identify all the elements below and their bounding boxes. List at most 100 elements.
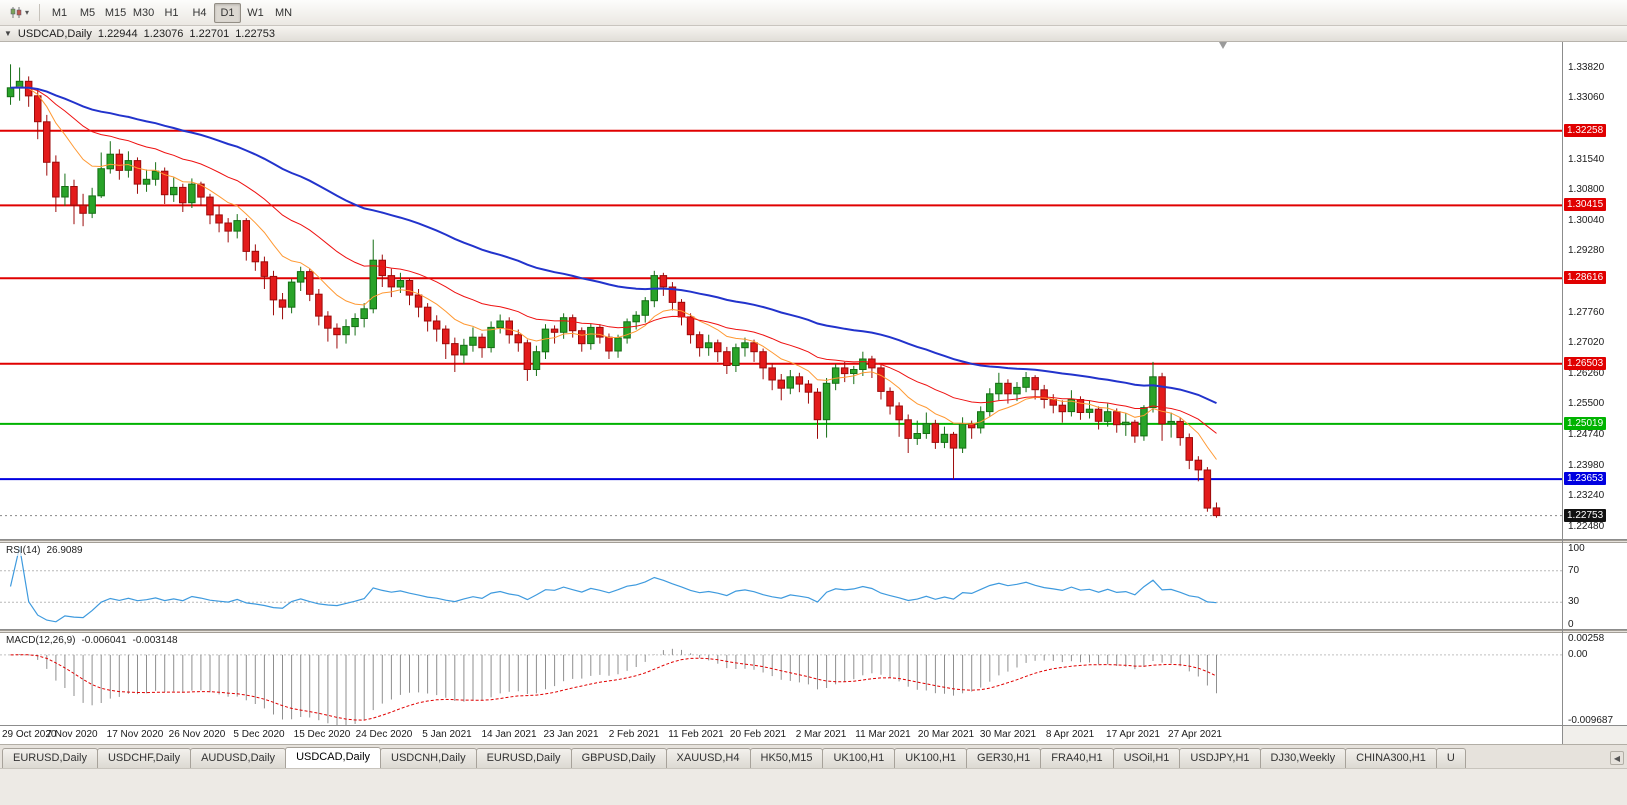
rsi-axis: 100 70 30 0 <box>1563 543 1627 630</box>
rsi-axis-label: 100 <box>1568 543 1585 554</box>
date-axis-label: 2 Feb 2021 <box>608 729 660 740</box>
timeframe-toolbar: ▾ M1 M5 M15 M30 H1 H4 D1 W1 MN <box>0 0 1627 26</box>
date-axis-label: 27 Apr 2021 <box>1168 729 1222 740</box>
date-axis-label: 20 Mar 2021 <box>917 729 975 740</box>
chart-high-value: 1.23076 <box>143 27 184 40</box>
price-axis-label: 1.27020 <box>1568 337 1605 348</box>
chart-tab-u[interactable]: U <box>1435 748 1466 768</box>
price-axis-label: 1.30040 <box>1568 215 1605 226</box>
panel-splitter[interactable] <box>0 540 1627 543</box>
date-axis-label: 30 Mar 2021 <box>979 729 1037 740</box>
chart-tab-usdcnh-daily[interactable]: USDCNH,Daily <box>380 748 477 768</box>
rsi-axis-label: 0 <box>1568 619 1574 630</box>
price-axis-label: 1.33820 <box>1568 62 1605 73</box>
chart-tab-china300-h1[interactable]: CHINA300,H1 <box>1345 748 1437 768</box>
date-axis-label: 11 Mar 2021 <box>855 729 911 740</box>
chart-tab-eurusd-daily[interactable]: EURUSD,Daily <box>475 748 572 768</box>
timeframe-button-h1[interactable]: H1 <box>158 3 185 23</box>
timeframe-button-w1[interactable]: W1 <box>242 3 269 23</box>
price-axis-label: 1.23980 <box>1568 460 1605 471</box>
chart-type-button[interactable]: ▾ <box>5 3 33 22</box>
time-axis[interactable]: 29 Oct 2020 7 Nov 2020 17 Nov 2020 26 Nov 2… <box>0 726 1562 744</box>
price-axis-label: 1.24740 <box>1568 429 1605 440</box>
macd-axis-label: -0.009687 <box>1568 715 1614 726</box>
rsi-value: 26.9089 <box>46 545 83 556</box>
rsi-axis-label: 30 <box>1568 596 1580 607</box>
tab-scroll-left-button[interactable]: ◀ <box>1610 751 1624 765</box>
date-axis-label: 15 Dec 2020 <box>293 729 351 740</box>
chart-window-icon[interactable]: ▼ <box>4 29 12 38</box>
rsi-panel-canvas[interactable]: RSI(14) 26.9089 <box>0 543 1562 630</box>
macd-panel-canvas[interactable]: MACD(12,26,9) -0.006041 -0.003148 <box>0 633 1562 726</box>
macd-indicator-label: MACD(12,26,9) -0.006041 -0.003148 <box>4 635 180 646</box>
timeframe-button-m5[interactable]: M5 <box>74 3 101 23</box>
macd-axis-label: 0.00 <box>1568 649 1588 660</box>
macd-main-value: -0.006041 <box>81 635 127 646</box>
hline-price-badge: 1.26503 <box>1564 357 1607 370</box>
chart-open-value: 1.22944 <box>97 27 138 40</box>
price-axis[interactable]: 1.33820 1.33060 1.31540 1.30800 1.30040 1.292… <box>1563 42 1627 540</box>
date-axis-label: 20 Feb 2021 <box>729 729 787 740</box>
date-axis-label: 11 Feb 2021 <box>668 729 724 740</box>
timeframe-button-mn[interactable]: MN <box>270 3 297 23</box>
date-axis-label: 23 Jan 2021 <box>543 729 599 740</box>
price-axis-label: 1.25500 <box>1568 398 1605 409</box>
timeframe-button-m30[interactable]: M30 <box>130 3 157 23</box>
timeframe-button-h4[interactable]: H4 <box>186 3 213 23</box>
timeframe-button-d1[interactable]: D1 <box>214 2 242 23</box>
chart-tab-uk100-h1[interactable]: UK100,H1 <box>822 748 896 768</box>
macd-axis: 0.00258 0.00 -0.009687 <box>1563 633 1627 726</box>
date-axis-label: 8 Apr 2021 <box>1045 729 1095 740</box>
price-axis-label: 1.26260 <box>1568 368 1605 379</box>
candlestick-chart-icon <box>10 7 22 18</box>
dropdown-caret-icon: ▾ <box>25 8 30 17</box>
chart-tab-usdcad-daily[interactable]: USDCAD,Daily <box>285 747 382 768</box>
chart-title-bar: ▼ USDCAD,Daily 1.22944 1.23076 1.22701 1… <box>0 26 1627 42</box>
date-axis-label: 29 Oct 2020 <box>2 729 57 740</box>
axis-divider <box>1562 42 1563 744</box>
chart-close-value: 1.22753 <box>235 27 275 40</box>
date-axis-label: 7 Nov 2020 <box>46 729 98 740</box>
toolbar-separator <box>39 4 41 21</box>
chart-tab-xauusd-h4[interactable]: XAUUSD,H4 <box>665 748 751 768</box>
chart-tab-hk50-m15[interactable]: HK50,M15 <box>749 748 824 768</box>
timeframe-button-m1[interactable]: M1 <box>46 3 73 23</box>
hline-price-badge: 1.30415 <box>1564 198 1607 211</box>
price-axis-label: 1.23240 <box>1568 490 1605 501</box>
chart-tab-uk100-h1[interactable]: UK100,H1 <box>894 748 968 768</box>
date-axis-label: 5 Jan 2021 <box>422 729 472 740</box>
price-axis-label: 1.33060 <box>1568 92 1605 103</box>
date-axis-label: 26 Nov 2020 <box>168 729 226 740</box>
date-axis-label: 5 Dec 2020 <box>233 729 285 740</box>
chart-tab-gbpusd-daily[interactable]: GBPUSD,Daily <box>570 748 667 768</box>
chart-symbol-label: USDCAD,Daily <box>17 27 92 40</box>
price-chart-canvas[interactable] <box>0 42 1562 540</box>
date-axis-label: 17 Nov 2020 <box>106 729 164 740</box>
chart-tab-dj30-weekly[interactable]: DJ30,Weekly <box>1259 748 1347 768</box>
rsi-indicator-label: RSI(14) 26.9089 <box>4 545 85 556</box>
price-axis-label: 1.29280 <box>1568 245 1605 256</box>
chart-tabs-bar: EURUSD,Daily USDCHF,Daily AUDUSD,Daily USDC… <box>0 744 1627 768</box>
hline-price-badge: 1.23653 <box>1564 472 1607 485</box>
chart-tab-usdchf-daily[interactable]: USDCHF,Daily <box>96 748 192 768</box>
macd-label-text: MACD(12,26,9) <box>6 635 76 646</box>
timeframe-button-m15[interactable]: M15 <box>102 3 129 23</box>
price-axis-label: 1.22480 <box>1568 521 1605 532</box>
chart-tab-usdjpy-h1[interactable]: USDJPY,H1 <box>1179 748 1261 768</box>
chart-tab-usoil-h1[interactable]: USOil,H1 <box>1112 748 1181 768</box>
rsi-axis-label: 70 <box>1568 565 1580 576</box>
chart-tab-fra40-h1[interactable]: FRA40,H1 <box>1040 748 1114 768</box>
panel-splitter[interactable] <box>0 630 1627 633</box>
hline-price-badge: 1.28616 <box>1564 271 1607 284</box>
macd-axis-label: 0.00258 <box>1568 633 1605 644</box>
chart-tab-ger30-h1[interactable]: GER30,H1 <box>966 748 1042 768</box>
date-axis-label: 24 Dec 2020 <box>355 729 413 740</box>
status-bar <box>0 768 1627 805</box>
macd-signal-value: -0.003148 <box>132 635 178 646</box>
price-axis-label: 1.27760 <box>1568 307 1605 318</box>
chart-tab-audusd-daily[interactable]: AUDUSD,Daily <box>190 748 287 768</box>
chart-tab-eurusd-daily[interactable]: EURUSD,Daily <box>2 748 98 768</box>
date-axis-label: 2 Mar 2021 <box>795 729 847 740</box>
date-axis-label: 17 Apr 2021 <box>1106 729 1160 740</box>
